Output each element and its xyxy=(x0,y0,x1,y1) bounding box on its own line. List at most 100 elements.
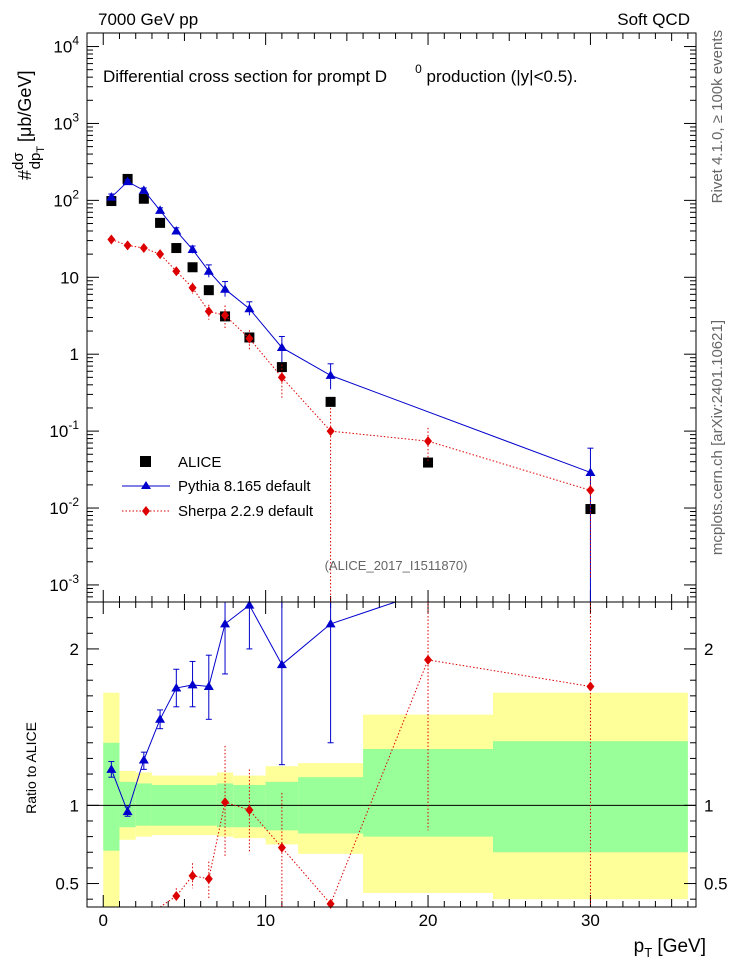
y-axis-label: #dσdpT[μb/GeV] xyxy=(10,71,47,180)
y-tick-label: 103 xyxy=(53,110,79,133)
alice-point xyxy=(171,243,182,254)
main-ticks: 10-3 10-2 10-1 1 10 102 103 104 xyxy=(49,33,696,603)
ratio-sherpa-line xyxy=(159,659,591,908)
ratio-pythia-point xyxy=(276,659,287,669)
pythia-point xyxy=(122,176,133,186)
sherpa-point xyxy=(424,436,433,447)
sherpa-point xyxy=(221,310,230,321)
x-tick-label: 10 xyxy=(256,911,275,930)
legend-entry-alice: ALICE xyxy=(140,454,221,471)
legend: ALICE Pythia 8.165 default Sherpa 2.2.9 … xyxy=(122,454,314,520)
main-panel: 10-3 10-2 10-1 1 10 102 103 104 xyxy=(49,32,697,603)
y-label-sub: T xyxy=(35,146,47,153)
pythia-point xyxy=(276,342,287,352)
sherpa-point xyxy=(586,485,595,496)
ratio-frame xyxy=(86,601,697,908)
ratio-bands xyxy=(87,692,696,907)
x-label-unit: [GeV] xyxy=(652,936,706,957)
legend-sherpa-marker xyxy=(142,506,150,516)
sherpa-point xyxy=(123,240,132,251)
ratio-pythia-point xyxy=(203,681,214,690)
y-tick-label: 104 xyxy=(53,34,79,57)
y-tick-label: 10-2 xyxy=(49,495,79,518)
x-axis-label: pT [GeV] xyxy=(634,936,706,960)
pythia-line xyxy=(111,181,591,473)
ratio-tick-label-right: 1 xyxy=(704,796,713,815)
sherpa-point xyxy=(204,306,213,317)
sherpa-point xyxy=(156,249,165,260)
y-tick-label: 10-1 xyxy=(49,418,79,441)
ratio-pythia-point xyxy=(325,618,336,628)
ratio-sherpa-point xyxy=(221,797,230,808)
legend-entry-sherpa: Sherpa 2.2.9 default xyxy=(122,503,314,520)
pythia-point xyxy=(203,266,214,275)
ratio-sherpa-point xyxy=(277,842,286,853)
ratio-pythia-point xyxy=(171,683,182,692)
sherpa-point xyxy=(107,234,116,245)
chart-title-sup: 0 xyxy=(415,62,422,76)
legend-sherpa-label: Sherpa 2.2.9 default xyxy=(178,503,314,520)
alice-point xyxy=(203,285,214,296)
pythia-point xyxy=(155,205,166,214)
ratio-pythia-point xyxy=(244,600,255,609)
ratio-pythia-point xyxy=(106,764,117,773)
ratio-sherpa-point xyxy=(188,870,197,881)
alice-point xyxy=(325,396,336,407)
x-tick-label: 0 xyxy=(99,911,108,930)
ratio-y-label: Ratio to ALICE xyxy=(23,722,39,814)
sherpa-point xyxy=(139,243,148,254)
alice-point xyxy=(138,193,149,204)
y-tick-label: 102 xyxy=(53,187,79,210)
ratio-band-inner xyxy=(265,781,299,831)
x-label-p: p xyxy=(634,936,645,957)
sherpa-line xyxy=(111,239,591,491)
ratio-sherpa-point xyxy=(326,898,335,909)
ratio-band-inner xyxy=(103,742,120,851)
alice-point xyxy=(276,362,287,373)
pythia-point xyxy=(220,284,231,293)
alice-point xyxy=(155,217,166,228)
x-tick-label: 30 xyxy=(581,911,600,930)
y-label-num: dσ xyxy=(10,152,27,170)
header-left: 7000 GeV pp xyxy=(98,10,198,29)
ratio-sherpa-point xyxy=(204,873,213,884)
pythia-point xyxy=(325,370,336,379)
ratio-tick-label: 0.5 xyxy=(55,875,79,894)
y-tick-label: 10 xyxy=(60,268,79,287)
pythia-point xyxy=(244,303,255,313)
legend-pythia-label: Pythia 8.165 default xyxy=(178,478,311,495)
sherpa-point xyxy=(326,426,335,437)
ratio-tick-label: 2 xyxy=(70,640,79,659)
ratio-band-inner xyxy=(493,741,688,853)
y-label-hash: # xyxy=(15,170,35,180)
legend-alice-marker xyxy=(140,456,151,467)
ratio-sherpa-point xyxy=(245,805,254,816)
pythia-point xyxy=(187,244,198,253)
sherpa-point xyxy=(277,372,286,383)
pythia-point xyxy=(138,185,149,194)
header-right: Soft QCD xyxy=(617,10,690,29)
x-tick-label: 20 xyxy=(419,911,438,930)
mcplots-label: mcplots.cern.ch [arXiv:2401.10621] xyxy=(709,320,726,555)
analysis-tag: (ALICE_2017_I1511870) xyxy=(325,558,468,573)
ratio-sherpa-point xyxy=(172,891,181,902)
main-series xyxy=(106,173,596,602)
alice-point xyxy=(106,196,117,207)
ratio-tick-label-right: 2 xyxy=(704,640,713,659)
x-tick-labels: 0 10 20 30 xyxy=(99,911,600,930)
y-label-den: dp xyxy=(27,153,44,170)
chart-title-main: Differential cross section for prompt D xyxy=(103,67,387,86)
x-label-sub: T xyxy=(644,945,652,960)
alice-point xyxy=(423,457,434,468)
ratio-pythia-point xyxy=(155,714,166,723)
ratio-panel: 0.5 0.5 1 1 2 2 xyxy=(55,600,728,909)
ratio-sherpa-point xyxy=(424,654,433,665)
y-tick-label: 1 xyxy=(70,345,79,364)
sherpa-point xyxy=(172,266,181,277)
rivet-label: Rivet 4.1.0, ≥ 100k events xyxy=(709,30,726,203)
ratio-sherpa-point xyxy=(586,681,595,692)
chart-title-rest: production (|y|<0.5). xyxy=(422,67,578,86)
ratio-pythia-point xyxy=(220,618,231,628)
ratio-band-inner xyxy=(119,781,136,828)
ratio-tick-label-right: 0.5 xyxy=(704,875,728,894)
